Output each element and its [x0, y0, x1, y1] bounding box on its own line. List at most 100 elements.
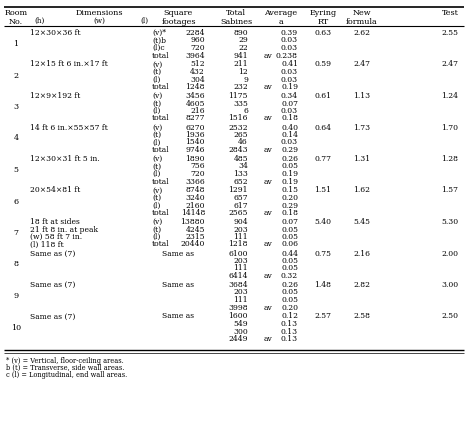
Text: 3964: 3964	[185, 52, 205, 60]
Text: (l): (l)	[152, 138, 161, 146]
Text: 0.19: 0.19	[281, 170, 298, 178]
Text: 9: 9	[243, 75, 248, 83]
Text: 2843: 2843	[228, 146, 248, 154]
Text: 0.03: 0.03	[281, 107, 298, 115]
Text: (l): (l)	[140, 16, 148, 25]
Text: 12×30×36 ft: 12×30×36 ft	[30, 29, 80, 37]
Text: 657: 657	[234, 194, 248, 202]
Text: av: av	[264, 177, 273, 186]
Text: Same as (7): Same as (7)	[30, 313, 75, 321]
Text: 111: 111	[234, 265, 248, 273]
Text: av: av	[264, 52, 273, 60]
Text: 46: 46	[238, 138, 248, 146]
Text: 1.51: 1.51	[314, 187, 331, 194]
Text: 203: 203	[233, 225, 248, 233]
Text: 0.05: 0.05	[281, 162, 298, 171]
Text: 0.41: 0.41	[281, 60, 298, 68]
Text: av: av	[264, 335, 273, 343]
Text: 1.62: 1.62	[353, 187, 371, 194]
Text: (t)b: (t)b	[152, 37, 166, 45]
Text: * (v) = Vertical, floor-ceiling areas.: * (v) = Vertical, floor-ceiling areas.	[6, 357, 124, 365]
Text: 5.40: 5.40	[314, 218, 331, 226]
Text: total: total	[152, 115, 169, 123]
Text: 111: 111	[234, 296, 248, 304]
Text: 0.75: 0.75	[314, 250, 331, 258]
Text: (t): (t)	[152, 68, 161, 76]
Text: (l): (l)	[152, 170, 161, 178]
Text: 3366: 3366	[185, 177, 205, 186]
Text: 0.19: 0.19	[281, 177, 298, 186]
Text: 8: 8	[14, 261, 19, 269]
Text: 203: 203	[233, 257, 248, 265]
Text: 1890: 1890	[185, 155, 205, 163]
Text: (l) 118 ft: (l) 118 ft	[30, 240, 64, 248]
Text: 0.03: 0.03	[281, 138, 298, 146]
Text: Total
Sabines: Total Sabines	[220, 9, 252, 26]
Text: (t): (t)	[152, 225, 161, 233]
Text: 2.47: 2.47	[353, 60, 371, 68]
Text: 12×9×192 ft: 12×9×192 ft	[30, 92, 80, 100]
Text: 0.44: 0.44	[281, 250, 298, 258]
Text: 3: 3	[14, 103, 19, 111]
Text: 34: 34	[238, 162, 248, 171]
Text: 6: 6	[243, 107, 248, 115]
Text: 0.34: 0.34	[281, 92, 298, 100]
Text: 1540: 1540	[185, 138, 205, 146]
Text: 22: 22	[238, 44, 248, 52]
Text: 485: 485	[234, 155, 248, 163]
Text: 1600: 1600	[228, 313, 248, 321]
Text: (l): (l)	[152, 75, 161, 83]
Text: 3.00: 3.00	[441, 281, 459, 289]
Text: 0.14: 0.14	[281, 131, 298, 139]
Text: 3684: 3684	[228, 281, 248, 289]
Text: 1516: 1516	[228, 115, 248, 123]
Text: 0.07: 0.07	[281, 100, 298, 108]
Text: 1175: 1175	[228, 92, 248, 100]
Text: Same as: Same as	[162, 281, 195, 289]
Text: 304: 304	[190, 75, 205, 83]
Text: 2.00: 2.00	[441, 250, 459, 258]
Text: Same as: Same as	[162, 313, 195, 321]
Text: 0.19: 0.19	[281, 83, 298, 91]
Text: 21 ft 8 in. at peak: 21 ft 8 in. at peak	[30, 225, 98, 233]
Text: 14148: 14148	[181, 209, 205, 217]
Text: Room
No.: Room No.	[4, 9, 28, 26]
Text: 2.16: 2.16	[353, 250, 371, 258]
Text: 2284: 2284	[185, 29, 205, 37]
Text: 549: 549	[234, 320, 248, 328]
Text: 1291: 1291	[228, 187, 248, 194]
Text: 960: 960	[190, 37, 205, 45]
Text: 0.238: 0.238	[276, 52, 298, 60]
Text: total: total	[152, 52, 169, 60]
Text: 0.05: 0.05	[281, 265, 298, 273]
Text: 2532: 2532	[228, 123, 248, 131]
Text: (v): (v)	[152, 123, 162, 131]
Text: 941: 941	[234, 52, 248, 60]
Text: 0.20: 0.20	[281, 303, 298, 311]
Text: 0.13: 0.13	[281, 320, 298, 328]
Text: 0.03: 0.03	[281, 44, 298, 52]
Text: 0.26: 0.26	[281, 155, 298, 163]
Text: 6270: 6270	[185, 123, 205, 131]
Text: 7: 7	[14, 229, 19, 237]
Text: 6: 6	[14, 198, 19, 206]
Text: 133: 133	[233, 170, 248, 178]
Text: (t): (t)	[152, 162, 161, 171]
Text: av: av	[264, 115, 273, 123]
Text: 4: 4	[14, 135, 19, 142]
Text: 2449: 2449	[228, 335, 248, 343]
Text: 0.03: 0.03	[281, 75, 298, 83]
Text: 1248: 1248	[185, 83, 205, 91]
Text: 2.57: 2.57	[314, 313, 331, 321]
Text: 12: 12	[238, 68, 248, 76]
Text: 2.82: 2.82	[353, 281, 371, 289]
Text: 1.24: 1.24	[441, 92, 459, 100]
Text: 4605: 4605	[185, 100, 205, 108]
Text: New
formula: New formula	[346, 9, 378, 26]
Text: 0.61: 0.61	[314, 92, 331, 100]
Text: 29: 29	[238, 37, 248, 45]
Text: 617: 617	[234, 202, 248, 209]
Text: (l): (l)	[152, 202, 161, 209]
Text: 0.59: 0.59	[314, 60, 331, 68]
Text: (v): (v)	[152, 92, 162, 100]
